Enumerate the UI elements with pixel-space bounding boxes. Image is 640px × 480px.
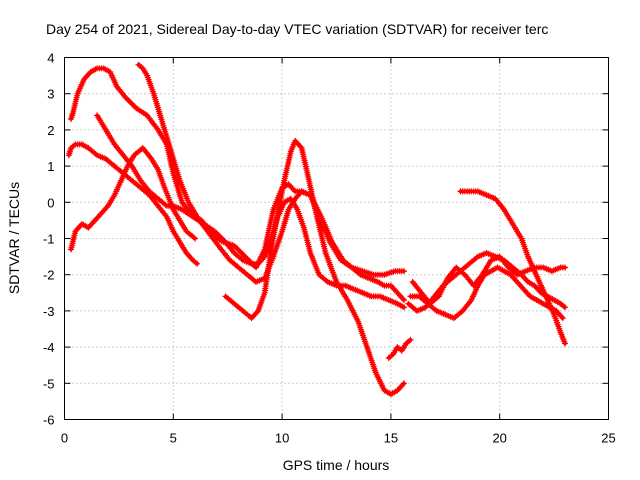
series-track-2	[65, 141, 201, 267]
y-tick-label: -1	[43, 232, 55, 247]
series-markers	[135, 61, 407, 303]
series-markers	[65, 141, 201, 267]
x-tick-label: 0	[61, 431, 68, 446]
series-markers	[222, 137, 407, 398]
series-track-10	[68, 145, 199, 253]
ticks: 0 5 10 15 20 25 -6 -5 -4 -3 -2 -1 0 1 2 3 4	[43, 51, 616, 446]
series-markers	[68, 145, 199, 253]
y-tick-label: 3	[47, 87, 54, 102]
series-track-11	[385, 336, 414, 361]
y-tick-label: 4	[47, 51, 54, 66]
series-layer	[65, 61, 568, 398]
series-markers	[409, 253, 568, 307]
grid	[64, 57, 609, 420]
x-axis-title: GPS time / hours	[283, 457, 390, 473]
series-track-5	[222, 137, 407, 398]
series-markers	[385, 336, 414, 361]
series-track-3	[94, 112, 407, 311]
y-tick-label: -5	[43, 376, 55, 391]
y-tick-label: -3	[43, 304, 55, 319]
y-tick-label: -6	[43, 413, 55, 428]
x-tick-label: 10	[275, 431, 289, 446]
series-track-9	[457, 188, 568, 347]
y-axis-title: SDTVAR / TECUs	[6, 182, 22, 294]
x-tick-label: 20	[492, 431, 506, 446]
y-tick-label: 2	[47, 123, 54, 138]
series-track-6	[407, 264, 566, 322]
x-tick-label: 5	[170, 431, 177, 446]
series-track-8	[409, 253, 568, 307]
y-tick-label: 1	[47, 159, 54, 174]
y-tick-label: -2	[43, 268, 55, 283]
x-tick-label: 15	[384, 431, 398, 446]
x-tick-label: 25	[601, 431, 615, 446]
y-tick-label: 0	[47, 195, 54, 210]
series-markers	[94, 112, 407, 311]
series-line	[67, 142, 199, 266]
y-tick-label: -4	[43, 340, 55, 355]
chart-title: Day 254 of 2021, Sidereal Day-to-day VTE…	[46, 21, 548, 37]
series-markers	[457, 188, 568, 347]
